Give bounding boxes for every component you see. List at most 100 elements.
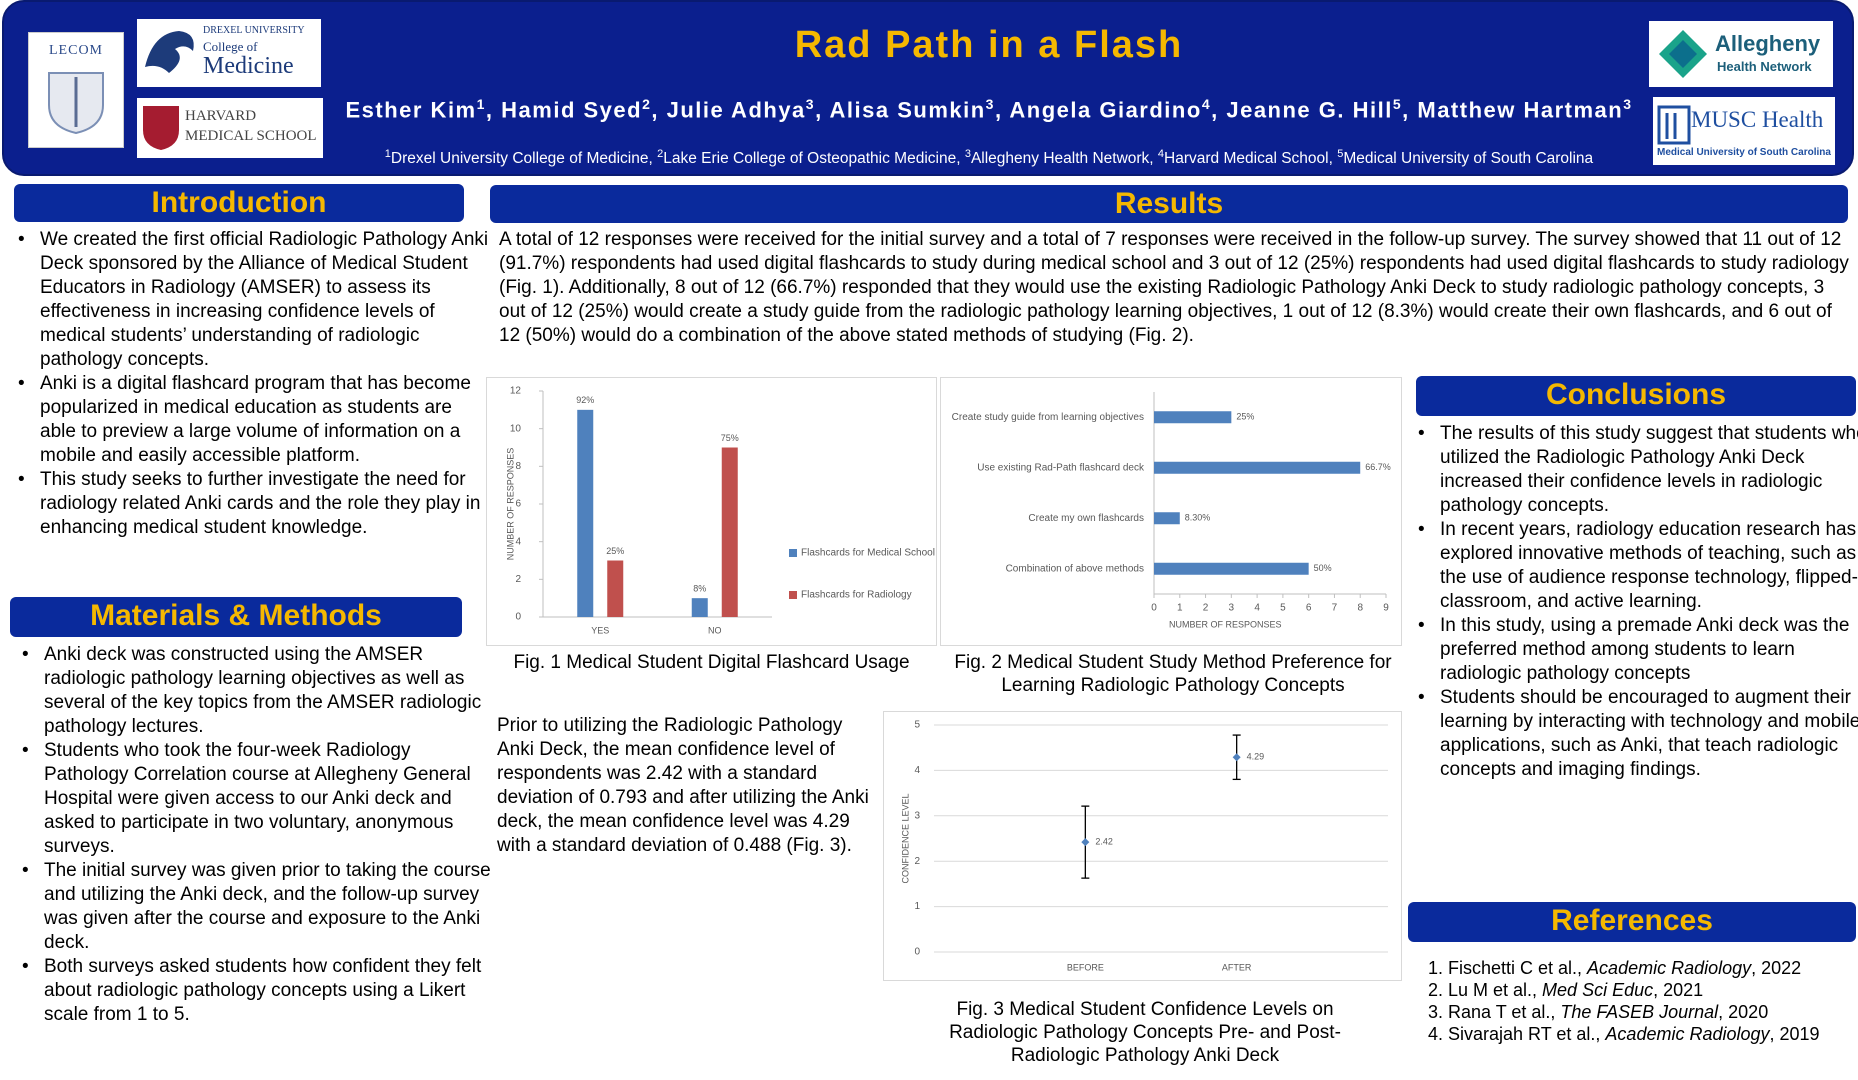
y-tick-label: 0 [914,947,920,958]
authors: Esther Kim1, Hamid Syed2, Julie Adhya3, … [334,90,1644,124]
y-tick-label: 10 [510,423,522,434]
musc-logo: MUSC Health Medical University of South … [1653,97,1835,165]
ref-year: , 2019 [1769,1024,1820,1044]
figure-caption: Fig. 1 Medical Student Digital Flashcard… [513,652,910,673]
legend-swatch [789,549,797,557]
legend-label: Flashcards for Radiology [801,590,912,601]
section-heading: Conclusions [1416,376,1856,416]
bullet: Anki deck was constructed using the AMSE… [22,643,499,739]
bullet-list: The results of this study suggest that s… [1414,422,1858,782]
y-tick-label: 4 [914,765,920,776]
x-tick-label: 6 [1306,603,1312,614]
author-sup: 3 [805,96,816,112]
legend-label: Flashcards for Medical School [801,548,935,559]
affiliation-sup: 4 [1157,148,1165,160]
reference-list: Fischetti C et al., Academic Radiology, … [1408,957,1858,1045]
bullet: We created the first official Radiologic… [18,228,490,372]
author-sup: 3 [985,96,995,112]
separator: , [994,97,1010,123]
figure-box: 0 1 2 3 4 5 CONFIDENCE LEVEL BEFORE 2.42 AFTER 4.2… [883,711,1402,981]
affiliations: 1Drexel University College of Medicine, … [334,148,1644,168]
author-name: Alisa Sumkin [829,97,986,123]
bullet: In recent years, radiology education res… [1418,518,1858,614]
author-name: Julie Adhya [666,97,806,123]
separator: , [651,97,667,123]
value-label: 4.29 [1247,752,1265,762]
bullet: Both surveys asked students how confiden… [22,955,499,1027]
logo-text: Health Network [1717,59,1812,74]
results-text: A total of 12 responses were received fo… [499,229,1849,346]
separator: , [1328,150,1338,168]
chart: 0 1 2 3 4 5 CONFIDENCE LEVEL BEFORE 2.42 AFTER 4.2… [900,720,1388,972]
bar [1154,411,1232,424]
section-heading: References [1408,902,1856,942]
bar [721,447,738,617]
separator: , [485,97,502,123]
x-tick-label: 7 [1332,603,1338,614]
section-heading: Results [490,185,1848,223]
ref-authors: Lu M et al., [1448,980,1543,1000]
logo-text: Allegheny [1715,31,1821,56]
bullet-list: Anki deck was constructed using the AMSE… [18,643,499,1027]
section-heading: Materials & Methods [10,597,462,637]
author-name: Jeanne G. Hill [1226,97,1393,123]
figure-box: 0 1 2 3 4 5 6 7 8 9 NUMBER OF RESPONSES Create stud… [940,377,1402,646]
author-sup: 4 [1201,96,1212,112]
separator: , [648,150,658,168]
value-label: 92% [576,395,594,405]
confidence-text: Prior to utilizing the Radiologic Pathol… [497,715,869,856]
allegheny-emblem [1659,30,1707,78]
x-tick-label: 4 [1254,603,1260,614]
affiliation-name: Medical University of South Carolina [1343,150,1594,168]
y-tick-label: 1 [914,901,920,912]
y-tick-label: 5 [914,720,920,731]
value-label: 25% [606,546,624,556]
logo-text: College of [203,39,258,54]
x-tick-label: 1 [1177,603,1183,614]
ref-year: , 2022 [1751,958,1802,978]
separator: , [1402,97,1418,123]
bullet: The initial survey was given prior to ta… [22,859,499,955]
x-tick-label: AFTER [1222,962,1252,972]
reference: Lu M et al., Med Sci Educ, 2021 [1448,979,1858,1001]
author-name: Matthew Hartman [1417,97,1624,123]
x-tick-label: 2 [1203,603,1209,614]
x-tick-label: 3 [1229,603,1235,614]
x-tick-label: 9 [1383,603,1389,614]
author-name: Esther Kim [345,97,477,123]
author-sup: 3 [1623,96,1633,112]
x-tick-label: 8 [1357,603,1363,614]
x-tick-label: NO [708,625,722,635]
y-tick-label: 2 [515,574,521,585]
y-tick-label: Create my own flashcards [1028,513,1144,524]
bullet: Students should be encouraged to augment… [1418,686,1858,782]
point [1232,753,1241,762]
affiliation-sup: 5 [1337,148,1344,160]
y-tick-label: Combination of above methods [1006,563,1144,574]
bullet: In this study, using a premade Anki deck… [1418,614,1858,686]
y-tick-label: 4 [515,536,521,547]
affiliation-name: Allegheny Health Network [970,150,1150,168]
logo-text: LECOM [49,43,103,58]
affiliation-sup: 1 [384,148,391,160]
dragon-emblem [145,31,194,73]
ref-journal: The FASEB Journal [1560,1002,1719,1022]
point [1081,838,1090,847]
y-tick-label: 12 [510,386,522,397]
legend-swatch [789,591,797,599]
ref-year: , 2020 [1718,1002,1769,1022]
logo-text: MEDICAL SCHOOL [185,128,317,144]
author-sup: 1 [476,96,486,112]
affiliation-name: Harvard Medical School [1164,150,1329,168]
y-tick-label: Use existing Rad-Path flashcard deck [977,462,1145,473]
figure-box: 0 2 4 6 8 10 12 NUMBER OF RESPONSES YES 92% 25% NO 8… [486,377,937,646]
harvard-logo: HARVARD MEDICAL SCHOOL [137,98,323,158]
harvard-shield [143,106,179,150]
y-tick-label: Create study guide from learning objecti… [952,412,1144,423]
y-tick-label: 8 [515,461,521,472]
logo-text: Medical University of South Carolina [1657,147,1831,158]
affiliation-sup: 3 [964,148,971,160]
bullet: The results of this study suggest that s… [1418,422,1858,518]
poster-title: Rad Path in a Flash [794,24,1184,66]
